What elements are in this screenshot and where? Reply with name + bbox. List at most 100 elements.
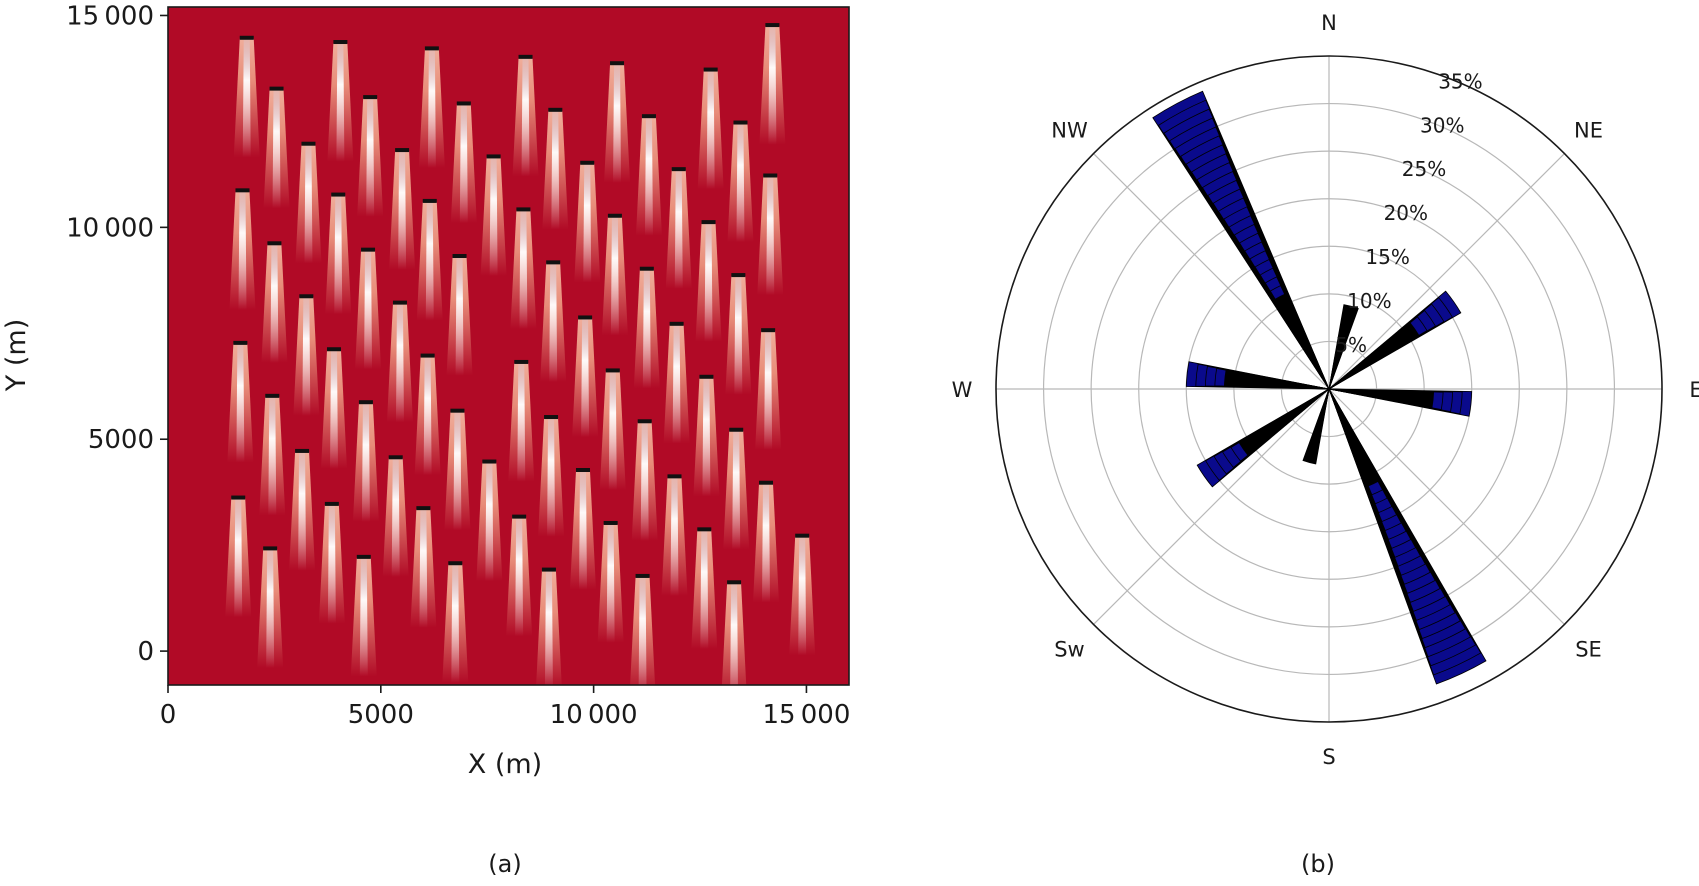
turbine-marker (580, 160, 595, 165)
turbine-marker (295, 448, 310, 453)
wake-core (519, 210, 528, 330)
turbine-marker (671, 167, 686, 172)
wake-core (459, 104, 468, 224)
wake-core (238, 191, 247, 310)
turbine-marker (267, 241, 282, 246)
y-axis: 0 5000 10 000 15 000 (66, 1, 168, 667)
angular-gridline (1093, 153, 1330, 390)
turbine-marker (239, 35, 254, 40)
turbine-marker (233, 340, 248, 345)
plot-frame (167, 6, 850, 686)
wake-core (674, 170, 683, 289)
turbine-marker (765, 23, 780, 28)
turbine-marker (639, 266, 654, 271)
angular-gridline (1328, 388, 1565, 625)
wind-rose-panel: 5% 10% 15% 20% 25% 30% 35% N NE E SE S Sw W NW (b) (952, 11, 1699, 878)
rose-bar (1319, 387, 1330, 390)
radial-tick-label: 30% (1420, 113, 1464, 137)
turbine-marker (420, 353, 435, 358)
rose-grid (995, 55, 1663, 723)
radial-tick-label: 35% (1438, 69, 1482, 93)
turbine-marker (456, 101, 471, 106)
turbine-marker (356, 554, 371, 559)
turbine-marker (603, 520, 618, 525)
wake-core (764, 331, 773, 450)
wake-core (266, 549, 275, 669)
y-tick-label: 15 000 (66, 1, 154, 31)
radial-tick-label: 15% (1365, 245, 1409, 269)
angular-gridline (1093, 388, 1330, 625)
turbine-marker (358, 400, 373, 405)
wake-core (327, 504, 336, 624)
turbine-marker (699, 374, 714, 379)
compass-labels: N NE E SE S Sw W NW (952, 11, 1699, 769)
wake-core (730, 583, 738, 685)
turbine-marker (514, 359, 529, 364)
turbine-marker (392, 300, 407, 305)
rose-bar (1320, 388, 1330, 396)
outer-ring (995, 55, 1663, 723)
wake-core (427, 49, 436, 169)
turbine-marker (486, 154, 501, 159)
wake-core (391, 458, 400, 577)
wake-core (298, 451, 307, 571)
x-axis-label: X (m) (468, 749, 542, 780)
turbine-marker (331, 192, 346, 197)
turbine-marker (641, 114, 656, 119)
wake-core (734, 276, 743, 395)
compass-label: NW (1051, 118, 1088, 142)
compass-label: E (1689, 378, 1699, 402)
caption-b: (b) (1301, 850, 1335, 878)
wake-core (398, 151, 407, 270)
turbine-marker (324, 501, 339, 506)
turbine-marker (546, 260, 561, 265)
turbine-marker (795, 533, 810, 538)
wake-core (234, 498, 243, 618)
wake-core (272, 89, 281, 209)
turbine-marker (395, 148, 410, 153)
turbine-marker (575, 468, 590, 473)
compass-label: NE (1574, 118, 1603, 142)
wake-core (768, 26, 777, 145)
turbine-marker (326, 347, 341, 352)
rose-bar (1323, 379, 1330, 390)
turbine-marker (263, 546, 278, 551)
turbine-marker (669, 321, 684, 326)
turbine-marker (763, 173, 778, 178)
turbine-marker (697, 527, 712, 532)
turbine-marker (422, 198, 437, 203)
wake-core (521, 57, 530, 177)
wake-core (544, 570, 553, 685)
wake-core (732, 430, 741, 550)
wake-core (425, 201, 434, 321)
turbine-marker (607, 213, 622, 218)
wake-core (610, 216, 619, 336)
x-tick-label: 15 000 (762, 700, 850, 730)
wake-core (304, 144, 313, 264)
wake-core (638, 576, 647, 685)
turbine-marker (733, 120, 748, 125)
y-tick-label: 10 000 (66, 213, 154, 243)
turbine-marker (416, 506, 431, 511)
radial-tick-label: 10% (1347, 289, 1391, 313)
wake-core (485, 462, 494, 582)
y-tick-label: 0 (137, 637, 154, 667)
turbine-marker (482, 459, 497, 464)
turbine-marker (635, 573, 650, 578)
wake-core (419, 509, 428, 628)
turbine-marker (448, 561, 463, 566)
wake-core (336, 43, 345, 162)
wake-core (395, 303, 404, 423)
wake-core (670, 477, 679, 597)
compass-label: N (1321, 11, 1337, 35)
compass-label: SE (1575, 638, 1602, 662)
turbine-marker (637, 419, 652, 424)
compass-label: Sw (1054, 638, 1085, 662)
rose-bar (1328, 388, 1334, 399)
turbine-marker (518, 54, 533, 59)
turbine-marker (450, 408, 465, 413)
turbine-marker (363, 95, 378, 100)
radial-tick-label: 25% (1402, 157, 1446, 181)
turbine-marker (703, 67, 718, 72)
